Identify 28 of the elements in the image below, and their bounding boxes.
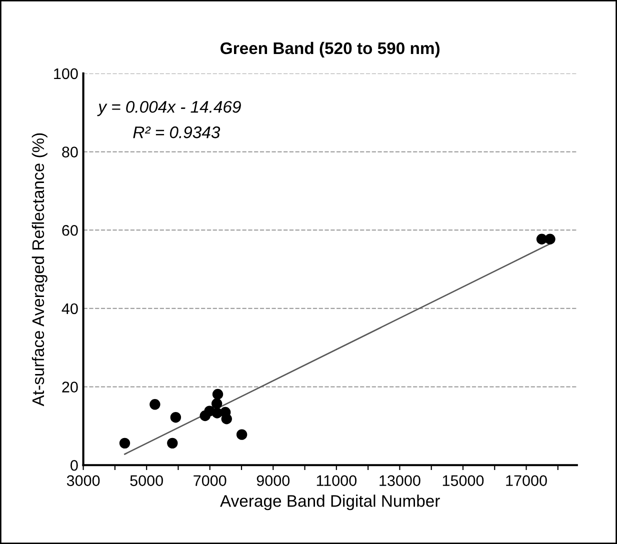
annotation: y = 0.004x - 14.469 — [97, 100, 241, 116]
point — [236, 429, 248, 440]
x-tick-label: 9000 — [256, 475, 290, 486]
point — [170, 412, 182, 423]
point — [150, 399, 160, 410]
point — [221, 414, 232, 424]
x-tick-label: 5000 — [130, 475, 163, 486]
y-tick-label: 40 — [62, 303, 78, 314]
x-tick-label: 7000 — [194, 475, 226, 486]
chart-title: Green Band (520 to 590 nm) — [220, 42, 440, 58]
y-tick-label: 20 — [62, 382, 78, 392]
point — [212, 388, 224, 400]
y-tick-label: 100 — [54, 68, 78, 80]
x-axis-title: Average Band Digital Number — [220, 494, 440, 510]
point — [211, 398, 222, 409]
x-tick-label: 3000 — [66, 475, 100, 486]
x-tick-label: 17000 — [506, 475, 547, 486]
point — [544, 234, 556, 244]
point — [167, 438, 178, 449]
x-tick-label: 15000 — [442, 475, 484, 486]
y-tick-label: 60 — [62, 224, 78, 236]
point — [119, 438, 130, 449]
y-tick-label: 0 — [70, 460, 78, 471]
y-tick-label: 80 — [62, 146, 78, 158]
x-tick-label: 11000 — [316, 475, 357, 486]
x-tick-label: 13000 — [380, 475, 420, 486]
annotation: R² = 0.9343 — [133, 126, 220, 138]
y-axis-title: At-surface Averaged Reflectance (%) — [32, 133, 48, 406]
